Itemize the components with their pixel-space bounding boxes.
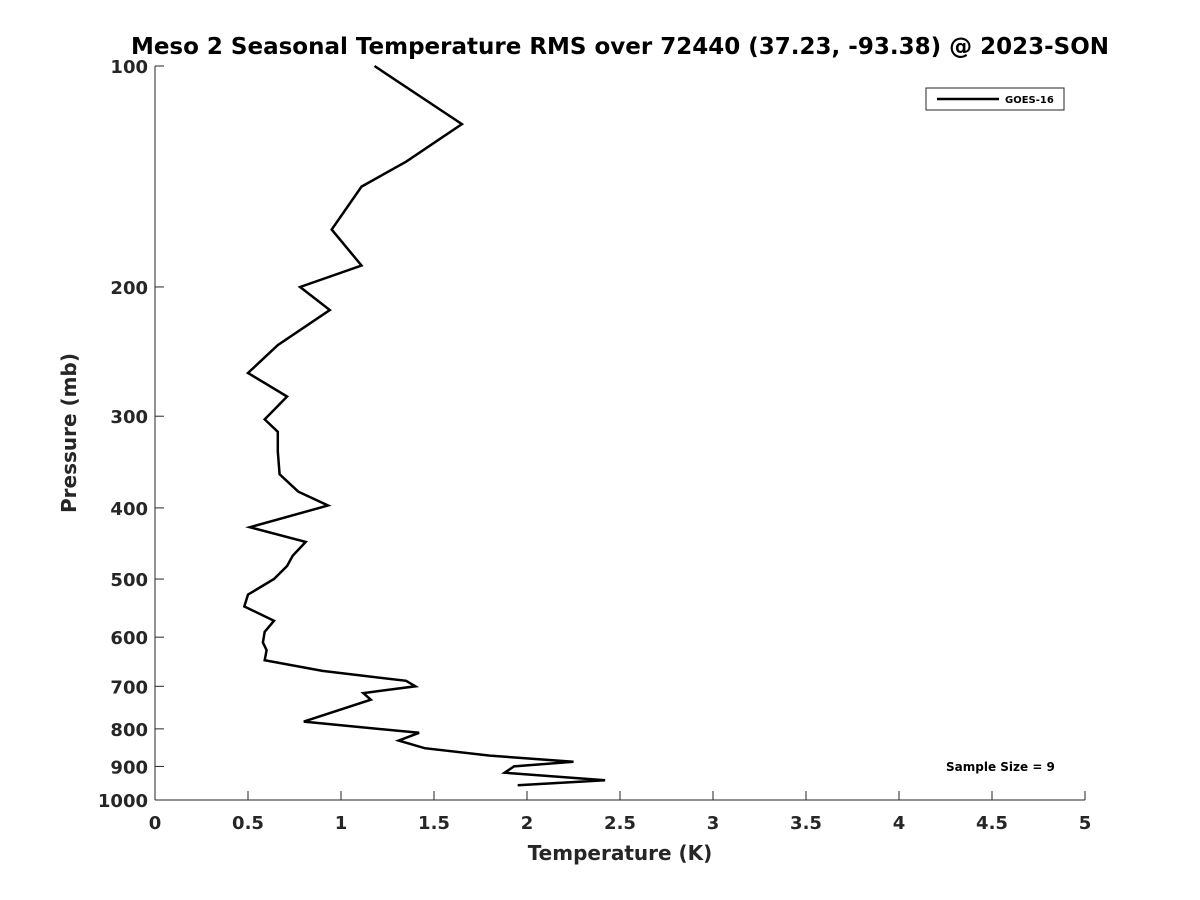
y-tick-label: 400: [110, 499, 148, 520]
legend-label: GOES-16: [1005, 95, 1054, 106]
y-tick-label: 100: [110, 57, 148, 78]
y-tick-label: 1000: [98, 791, 148, 812]
y-tick-label: 900: [110, 757, 148, 778]
y-tick-label: 600: [110, 628, 148, 649]
legend: GOES-16: [925, 87, 1065, 111]
y-tick-label: 200: [110, 278, 148, 299]
x-tick-label: 3.5: [790, 813, 822, 834]
x-tick-label: 4.5: [976, 813, 1008, 834]
x-tick-label: 0: [149, 813, 162, 834]
x-tick-label: 5: [1079, 813, 1092, 834]
x-tick-label: 1.5: [418, 813, 450, 834]
y-axis-label: Pressure (mb): [57, 353, 81, 513]
y-tick-label: 800: [110, 720, 148, 741]
x-axis-label: Temperature (K): [528, 841, 713, 865]
series-line-goes-16: [242, 64, 606, 787]
x-tick-label: 2.5: [604, 813, 636, 834]
x-tick-label: 3: [707, 813, 720, 834]
sample-size-annotation: Sample Size = 9: [946, 760, 1055, 774]
chart-title: Meso 2 Seasonal Temperature RMS over 724…: [131, 34, 1109, 60]
x-tick-label: 2: [521, 813, 534, 834]
x-tick-label: 0.5: [232, 813, 264, 834]
y-ticks: 100 200 300 400 500 600 700 800 900 1000: [98, 57, 164, 812]
x-tick-label: 4: [893, 813, 906, 834]
series-layer: [242, 64, 606, 787]
x-tick-label: 1: [335, 813, 348, 834]
y-tick-label: 300: [110, 407, 148, 428]
y-tick-label: 700: [110, 677, 148, 698]
y-tick-label: 500: [110, 570, 148, 591]
x-ticks: 0 0.5 1 1.5 2 2.5 3 3.5 4 4.5 5: [149, 791, 1092, 834]
